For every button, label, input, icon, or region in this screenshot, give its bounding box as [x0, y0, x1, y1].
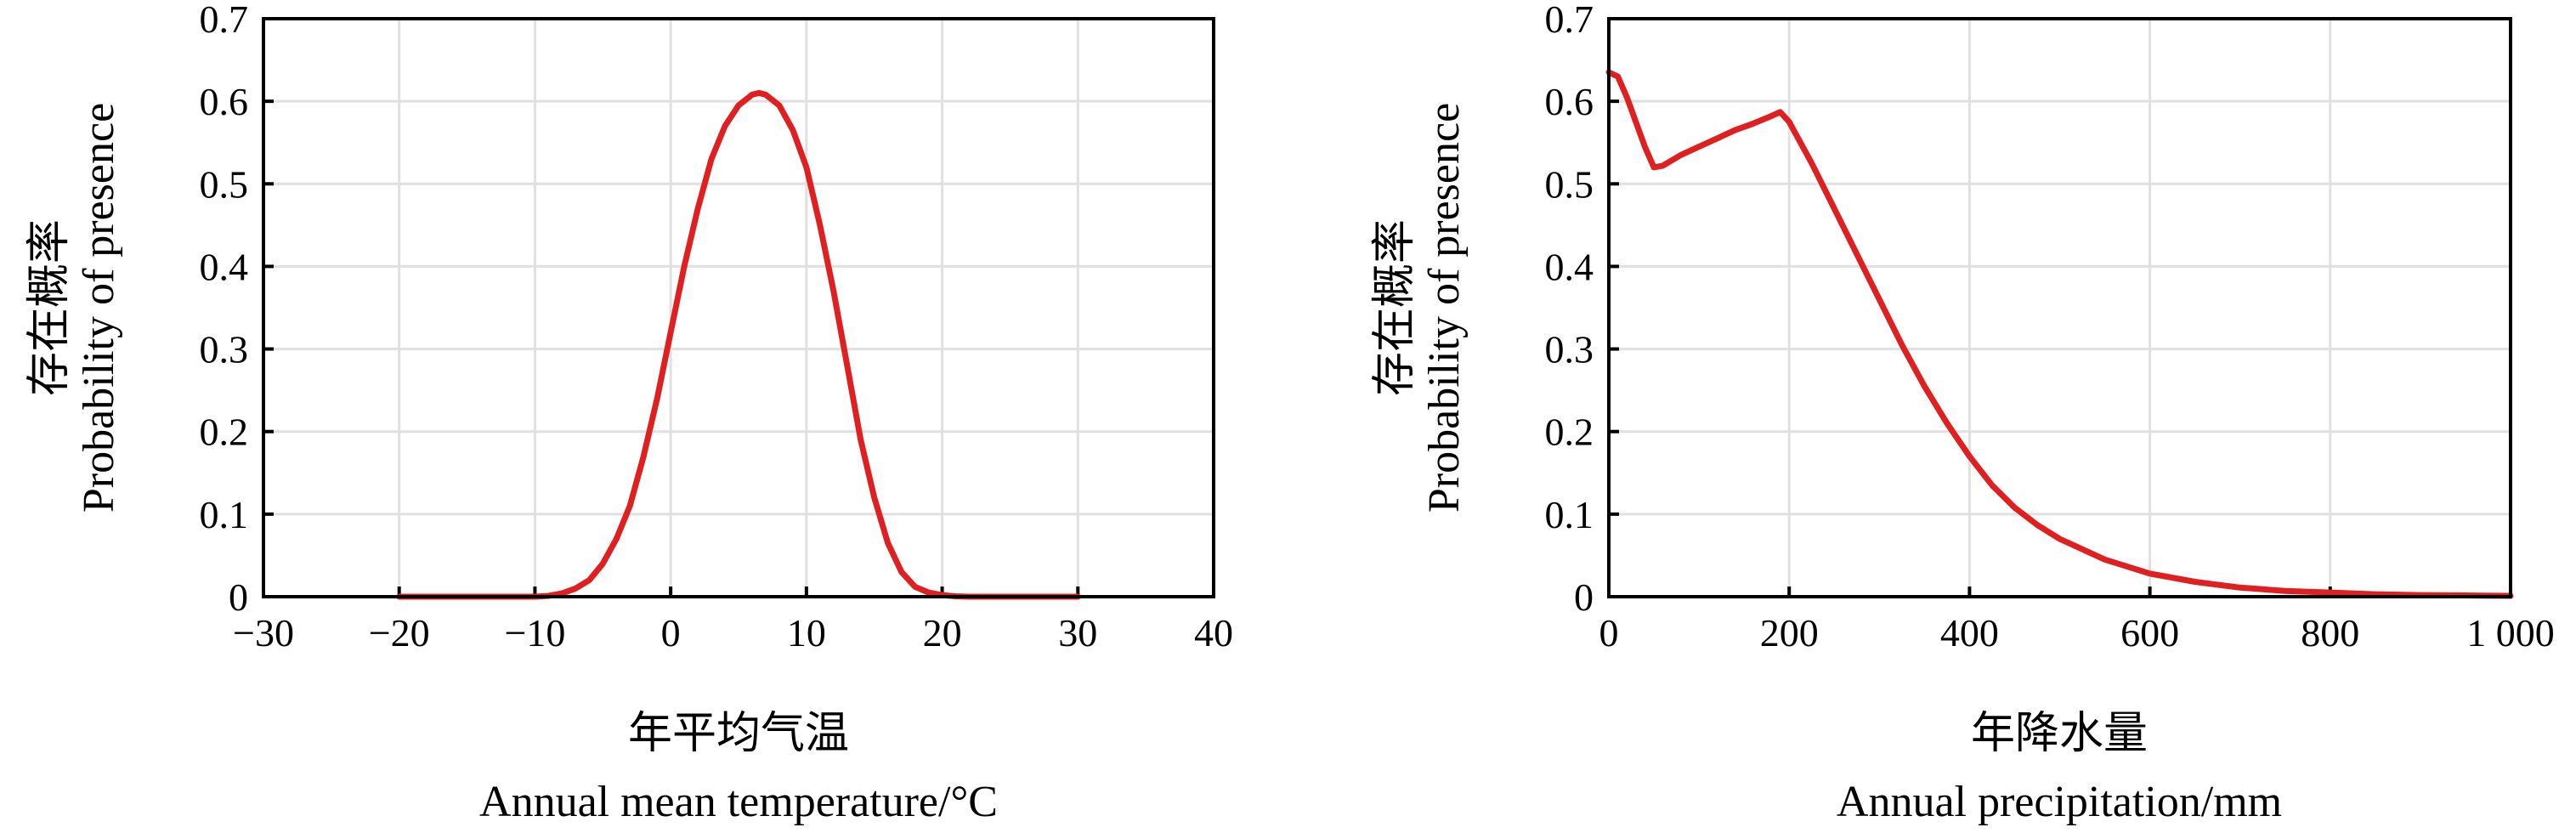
x-tick-label: 10 — [787, 611, 826, 654]
chart-panel-precipitation: 0 200 400 600 800 1 000 0 0.1 0.2 0.3 0.4 0.5 0.6 0.… — [1371, 0, 2555, 826]
y-tick-label: 0.4 — [200, 245, 249, 288]
y-tick-label: 0.7 — [1545, 0, 1594, 41]
y-axis-title-cn: 存在概率 — [25, 219, 74, 396]
x-tick-label: −10 — [504, 611, 565, 654]
x-axis-title-cn: 年降水量 — [1971, 710, 2148, 758]
y-axis-title-en: Probability of presence — [1420, 103, 1469, 513]
y-axis-title-cn: 存在概率 — [1371, 219, 1419, 396]
y-tick-label: 0 — [229, 575, 248, 619]
y-tick-label: 0.2 — [200, 411, 249, 454]
y-tick-label: 0.4 — [1545, 245, 1594, 288]
y-tick-label: 0.2 — [1545, 411, 1594, 454]
y-tick-label: 0.1 — [1545, 493, 1594, 536]
y-tick-label: 0.5 — [1545, 162, 1594, 206]
x-tick-label: 30 — [1058, 611, 1097, 654]
y-tick-label: 0.3 — [200, 328, 249, 371]
y-tick-label: 0.7 — [200, 0, 249, 41]
gridlines — [1609, 19, 2511, 597]
x-tick-labels: −30 −20 −10 0 10 20 30 40 — [233, 611, 1233, 654]
plot-frame — [1607, 17, 2512, 598]
x-tick-label: 40 — [1194, 611, 1233, 654]
x-tick-labels: 0 200 400 600 800 1 000 — [1599, 611, 2555, 654]
x-tick-label: 0 — [1599, 611, 1619, 654]
y-tick-label: 0.6 — [200, 80, 249, 123]
x-tick-label: 200 — [1760, 611, 1819, 654]
x-tick-label: 600 — [2120, 611, 2179, 654]
gridlines — [263, 19, 1214, 597]
y-tick-label: 0 — [1574, 575, 1594, 619]
x-tick-label: −20 — [369, 611, 430, 654]
chart-panel-temperature: −30 −20 −10 0 10 20 30 40 0 0.1 0.2 0.3 0.4 0.5 0.6 0.… — [25, 0, 1233, 826]
y-tick-label: 0.1 — [200, 493, 249, 536]
x-tick-label: 0 — [661, 611, 681, 654]
tick-marks — [1607, 17, 2512, 598]
x-tick-label: 800 — [2301, 611, 2359, 654]
y-tick-label: 0.6 — [1545, 80, 1594, 123]
x-tick-label: 1 000 — [2466, 611, 2555, 654]
x-axis-title-en: Annual mean temperature/°C — [479, 778, 998, 826]
y-tick-label: 0.5 — [200, 162, 249, 206]
series-line-precipitation — [1605, 69, 2514, 599]
y-tick-label: 0.3 — [1545, 328, 1594, 371]
y-tick-labels: 0 0.1 0.2 0.3 0.4 0.5 0.6 0.7 — [1545, 0, 1594, 619]
y-axis-title-en: Probability of presence — [75, 103, 123, 513]
x-tick-label: 400 — [1940, 611, 1999, 654]
x-axis-title-en: Annual precipitation/mm — [1837, 778, 2282, 826]
series-line-temperature — [396, 89, 1081, 600]
plot-frame — [262, 17, 1215, 598]
x-tick-label: 20 — [923, 611, 962, 654]
x-axis-title-cn: 年平均气温 — [628, 710, 849, 758]
x-tick-label: −30 — [233, 611, 294, 654]
y-tick-labels: 0 0.1 0.2 0.3 0.4 0.5 0.6 0.7 — [200, 0, 249, 619]
